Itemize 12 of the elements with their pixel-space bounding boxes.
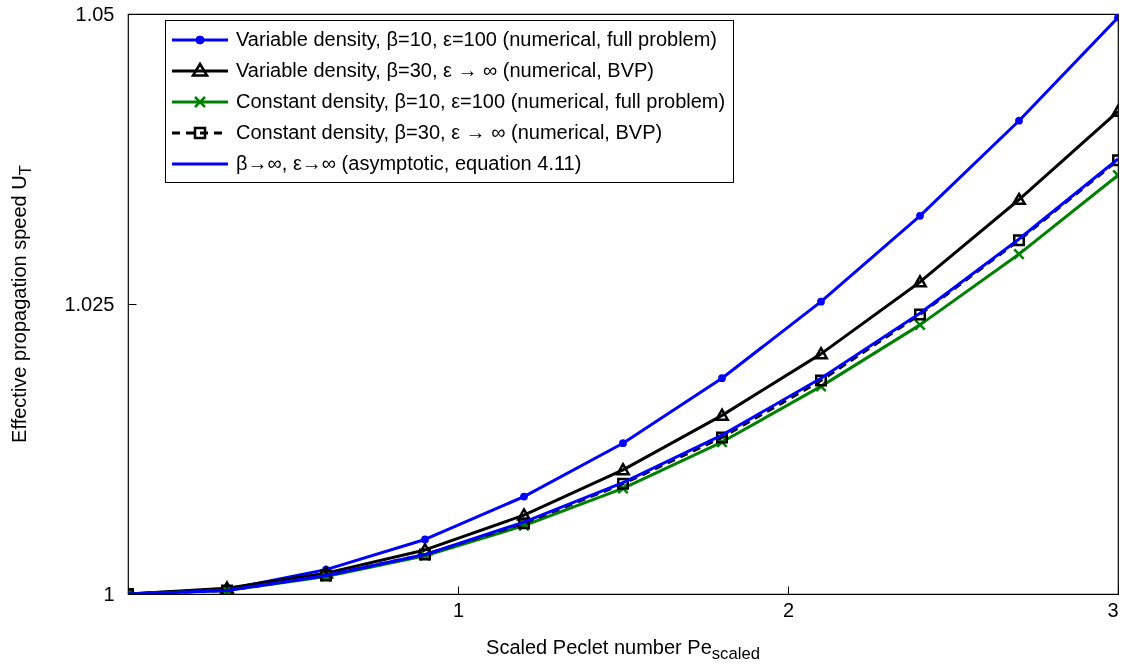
y-tick-label: 1.05 — [75, 2, 115, 25]
legend-label: Constant density, β=10, ε=100 (numerical, full problem) — [236, 90, 726, 113]
x-tick-label: 3 — [1107, 598, 1119, 621]
x-tick-label: 1 — [452, 598, 465, 621]
x-tick-label: 2 — [782, 598, 795, 621]
y-tick-label: 1 — [103, 582, 115, 605]
x-axis-title: Scaled Peclet number Pe$_{scaled}$ — [486, 636, 760, 664]
legend-label: Variable density, β=10, ε=100 (numerical, full problem) — [236, 28, 718, 51]
legend-label: Variable density, β=30, ε → ∞ (numerical, BVP) — [236, 59, 654, 82]
legend-label: Constant density, β=30, ε → ∞ (numerical, BVP) — [236, 121, 663, 144]
legend-label: β→∞, ε→∞ (asymptotic, equation 4.11) — [236, 152, 582, 175]
y-tick-label: 1.025 — [64, 292, 115, 315]
